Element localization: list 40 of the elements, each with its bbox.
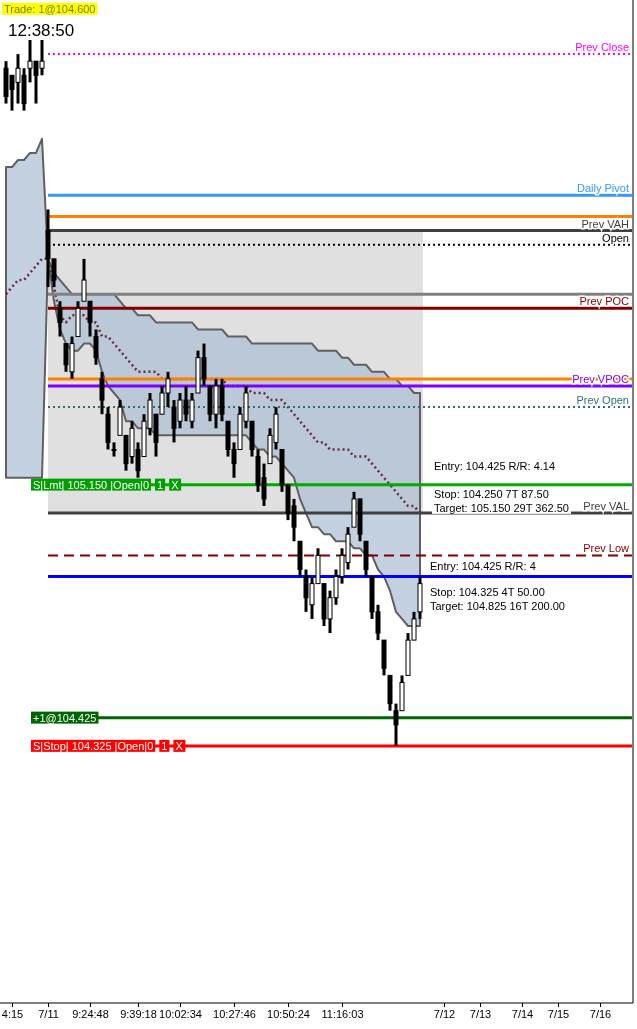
annotation: Stop: 104.250 7T 87.50 [434, 487, 549, 500]
ref-line-label: Prev Low [583, 542, 630, 555]
ref-line-label: Prev POC [579, 295, 630, 308]
x-tick-label: 7/16 [589, 1007, 612, 1020]
annotation: S|Stop| 104.325 |Open|0 [33, 739, 154, 752]
x-tick-label: 7/14 [511, 1007, 534, 1020]
ref-line-label: Prev Open [576, 394, 629, 407]
x-tick-label: 9:39:18 [120, 1007, 157, 1020]
x-tick-label: 9:24:48 [72, 1007, 109, 1020]
ref-line-label: Open [602, 231, 629, 244]
annotation: Stop: 104.325 4T 50.00 [430, 585, 545, 598]
ref-line-label: Prev VAH [581, 217, 630, 230]
x-tick-label: 11:16:03 [321, 1007, 364, 1020]
candlestick [57, 301, 63, 337]
annotation: 1 [157, 478, 164, 491]
ref-line-label: Prev Close [575, 41, 629, 54]
x-tick-label: 7/12 [433, 1007, 456, 1020]
annotation: Entry: 104.425 R/R: 4 [430, 559, 536, 572]
ref-line-label: Prev VAL [583, 500, 629, 513]
x-tick-label: 10:27:46 [213, 1007, 256, 1020]
x-tick-label: 10:50:24 [267, 1007, 310, 1020]
candlestick [111, 442, 117, 457]
candlestick [99, 370, 105, 416]
text: 12:38:50 [8, 20, 75, 40]
annotation: +1@104.425 [33, 711, 97, 724]
annotation: X [175, 739, 184, 752]
annotation: Entry: 104.425 R/R: 4.14 [434, 459, 556, 472]
ref-line-label: Prev VPOC [572, 372, 630, 385]
x-tick-label: 4:15 [1, 1007, 24, 1020]
text: Trade: 1@104.600 [4, 2, 96, 15]
x-tick-label: 10:02:34 [159, 1007, 202, 1020]
x-tick-label: 7/15 [547, 1007, 570, 1020]
ref-line-label: Daily Pivot [577, 182, 629, 195]
x-tick-label: 7/11 [38, 1007, 59, 1020]
annotation: X [171, 478, 180, 491]
annotation: 1 [161, 739, 168, 752]
annotation: Target: 105.150 29T 362.50 [434, 501, 569, 514]
annotation: Target: 104.825 16T 200.00 [430, 599, 565, 612]
annotation: S|Lmt| 105.150 |Open|0 [33, 478, 150, 491]
x-tick-label: 7/13 [469, 1007, 492, 1020]
